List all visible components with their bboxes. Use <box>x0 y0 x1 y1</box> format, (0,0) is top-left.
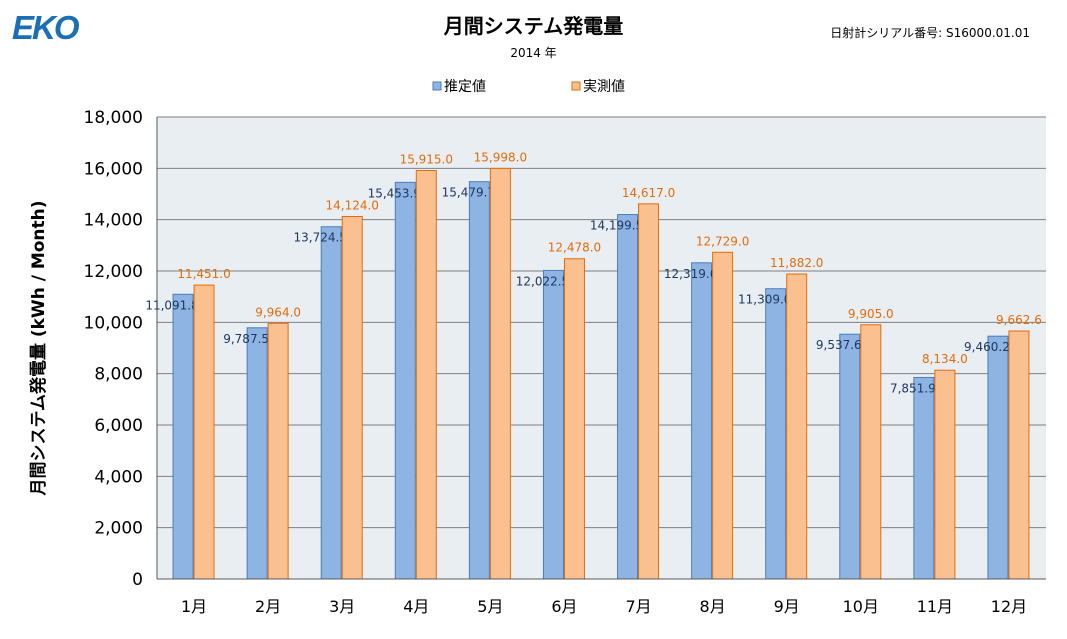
y-axis-label: 月間システム発電量 (kWh / Month) <box>28 200 49 496</box>
actual-data-label: 9,905.0 <box>848 307 894 321</box>
estimated-bar <box>246 327 268 580</box>
estimated-bar <box>468 181 490 580</box>
estimated-bar <box>320 226 342 580</box>
actual-bar <box>638 203 660 580</box>
x-tick-label: 8月 <box>700 597 726 616</box>
estimated-bar <box>987 335 1009 580</box>
estimated-bar <box>765 288 787 580</box>
serial-number: 日射計シリアル番号: S16000.01.01 <box>830 26 1030 40</box>
estimated-bar <box>394 181 416 580</box>
x-tick-label: 12月 <box>991 597 1027 616</box>
actual-data-label: 15,915.0 <box>400 153 453 167</box>
x-tick-label: 5月 <box>477 597 503 616</box>
y-tick-label: 0 <box>132 570 143 590</box>
plot-area <box>157 117 1046 579</box>
y-tick-label: 18,000 <box>84 108 143 128</box>
legend-swatch-estimated <box>432 81 442 91</box>
estimated-data-label: 13,724.5 <box>293 231 346 245</box>
estimated-bar <box>839 333 861 580</box>
y-tick-label: 8,000 <box>94 365 143 385</box>
actual-bar <box>1008 330 1030 580</box>
y-tick-label: 12,000 <box>84 262 143 282</box>
estimated-data-label: 12,319.6 <box>664 267 717 281</box>
estimated-data-label: 9,537.6 <box>816 338 862 352</box>
x-tick-label: 11月 <box>917 597 953 616</box>
actual-bar <box>489 167 511 580</box>
y-tick-label: 2,000 <box>94 519 143 539</box>
x-tick-label: 1月 <box>181 597 207 616</box>
legend-label-actual: 実測値 <box>583 79 625 95</box>
x-tick-label: 2月 <box>255 597 281 616</box>
actual-data-label: 14,124.0 <box>325 198 378 212</box>
x-tick-label: 4月 <box>403 597 429 616</box>
legend-label-estimated: 推定値 <box>444 79 486 95</box>
eko-logo-text: EKO <box>12 9 80 44</box>
estimated-data-label: 9,787.5 <box>223 332 269 346</box>
actual-data-label: 11,451.0 <box>177 267 230 281</box>
estimated-bar <box>172 293 194 580</box>
eko-logo: EKO <box>12 9 82 44</box>
estimated-bar <box>913 376 935 580</box>
serial-label: 日射計シリアル番号 <box>830 26 939 40</box>
estimated-bar <box>691 262 713 580</box>
estimated-data-label: 9,460.2 <box>964 340 1010 354</box>
actual-bar <box>712 251 734 580</box>
actual-data-label: 8,134.0 <box>922 352 968 366</box>
estimated-data-label: 15,479.7 <box>442 186 495 200</box>
actual-data-label: 14,617.0 <box>622 186 675 200</box>
actual-bar <box>267 322 289 580</box>
actual-bar <box>563 258 585 580</box>
actual-bar <box>415 170 437 580</box>
legend-swatch-actual <box>571 81 581 91</box>
actual-bar <box>860 324 882 580</box>
y-tick-label: 16,000 <box>84 159 143 179</box>
x-tick-label: 9月 <box>774 597 800 616</box>
actual-data-label: 12,478.0 <box>548 241 601 255</box>
x-tick-label: 7月 <box>625 597 651 616</box>
actual-data-label: 9,662.6 <box>996 313 1042 327</box>
x-tick-label: 3月 <box>329 597 355 616</box>
x-tick-label: 10月 <box>843 597 879 616</box>
y-tick-label: 10,000 <box>84 313 143 333</box>
y-tick-label: 4,000 <box>94 467 143 487</box>
y-tick-label: 6,000 <box>94 416 143 436</box>
actual-bar <box>341 215 363 580</box>
estimated-data-label: 7,851.9 <box>890 381 936 395</box>
actual-bar <box>934 369 956 580</box>
estimated-data-label: 14,199.5 <box>590 219 643 233</box>
actual-bar <box>193 284 215 580</box>
chart-title: 月間システム発電量 <box>443 14 624 38</box>
estimated-data-label: 15,453.9 <box>368 186 421 200</box>
estimated-data-label: 11,091.8 <box>145 298 198 312</box>
actual-data-label: 9,964.0 <box>255 305 301 319</box>
x-tick-label: 6月 <box>551 597 577 616</box>
actual-data-label: 12,729.0 <box>696 234 749 248</box>
estimated-data-label: 12,022.5 <box>516 274 569 288</box>
chart-subtitle: 2014 年 <box>510 46 557 60</box>
estimated-bar <box>617 214 639 580</box>
estimated-data-label: 11,309.0 <box>738 293 791 307</box>
y-tick-label: 14,000 <box>84 211 143 231</box>
actual-data-label: 15,998.0 <box>474 150 527 164</box>
estimated-bar <box>542 269 564 580</box>
actual-data-label: 11,882.0 <box>770 256 823 270</box>
serial-value: S16000.01.01 <box>946 26 1030 40</box>
actual-bar <box>786 273 808 580</box>
